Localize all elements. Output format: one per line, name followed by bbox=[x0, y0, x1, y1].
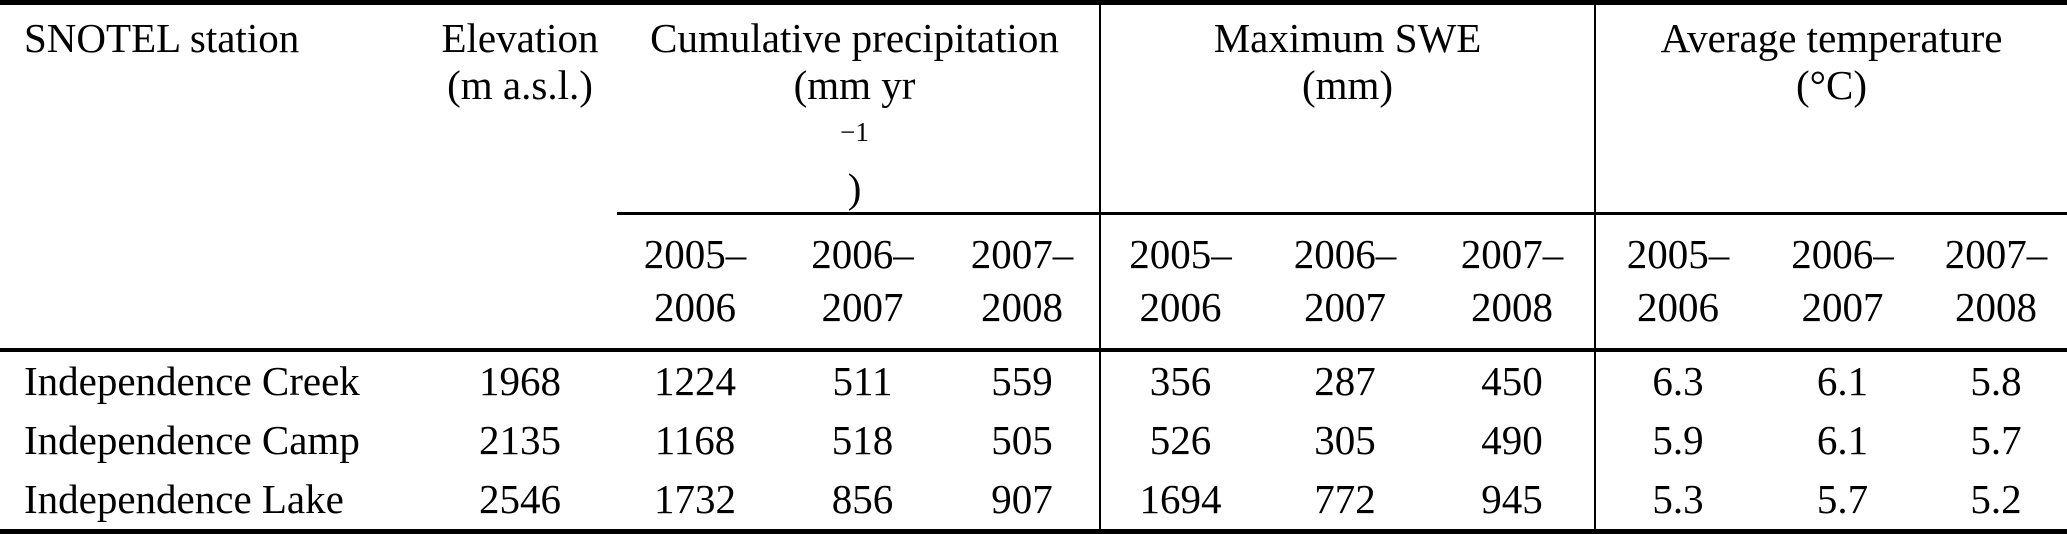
temp-value-cell: 5.9 bbox=[1594, 410, 1761, 470]
elevation-label: Elevation bbox=[441, 15, 599, 61]
year-header-swe-2007-2008: 2007– 2008 bbox=[1430, 214, 1596, 352]
swe-value-cell: 356 bbox=[1099, 349, 1261, 411]
precip-value-cell: 511 bbox=[832, 358, 893, 405]
column-header-elevation: Elevation (m a.s.l.) bbox=[430, 2, 610, 352]
precip-value-cell: 856 bbox=[831, 476, 894, 523]
table-row-independence-lake: Independence Lake 2546 1732 856 907 1694… bbox=[0, 469, 2067, 532]
swe-value-cell: 526 bbox=[1099, 410, 1261, 470]
swe-value-cell: 1694 bbox=[1099, 469, 1261, 532]
swe-value-cell: 287 bbox=[1314, 358, 1376, 405]
snotel-station-label: SNOTEL station bbox=[24, 15, 300, 61]
swe-value-cell: 490 bbox=[1481, 417, 1543, 464]
temp-value-cell: 5.3 bbox=[1594, 469, 1761, 532]
year-header-precip-2007-2008: 2007– 2008 bbox=[945, 214, 1101, 352]
year-header-temp-2005-2006: 2005– 2006 bbox=[1594, 214, 1761, 352]
temp-value-cell: 5.7 bbox=[1970, 417, 2022, 464]
precipitation-group-unit: (mm yr −1) bbox=[793, 62, 916, 211]
elevation-cell: 2546 bbox=[479, 476, 561, 523]
temp-value-cell: 5.7 bbox=[1816, 476, 1869, 523]
table-row-independence-camp: Independence Camp 2135 1168 518 505 526 … bbox=[0, 410, 2067, 470]
swe-value-cell: 945 bbox=[1481, 476, 1543, 523]
precip-value-cell: 559 bbox=[991, 358, 1053, 405]
table-row-independence-creek: Independence Creek 1968 1224 511 559 356… bbox=[0, 349, 2067, 411]
precip-value-cell: 1224 bbox=[654, 358, 736, 405]
precip-value-cell: 518 bbox=[831, 417, 894, 464]
precipitation-group-label: Cumulative precipitation bbox=[650, 15, 1059, 61]
group-underline-cell bbox=[610, 211, 2067, 215]
elevation-unit: (m a.s.l.) bbox=[447, 62, 593, 108]
precip-value-cell: 505 bbox=[991, 417, 1053, 464]
superscript-minus-one: −1 bbox=[840, 117, 869, 147]
column-header-snotel-station: SNOTEL station bbox=[0, 2, 430, 352]
swe-group-label: Maximum SWE bbox=[1213, 15, 1482, 61]
group-header-average-temperature: Average temperature (°C) bbox=[1594, 2, 2067, 212]
group-header-maximum-swe: Maximum SWE (mm) bbox=[1099, 2, 1596, 212]
year-header-temp-2006-2007: 2006– 2007 bbox=[1760, 214, 1926, 352]
year-header-temp-2007-2008: 2007– 2008 bbox=[1925, 214, 2067, 352]
temp-value-cell: 6.3 bbox=[1594, 349, 1761, 411]
temp-value-cell: 6.1 bbox=[1816, 358, 1869, 405]
precip-value-cell: 1168 bbox=[654, 417, 736, 464]
temperature-group-label: Average temperature bbox=[1660, 15, 2003, 61]
swe-group-unit: (mm) bbox=[1301, 62, 1394, 108]
temperature-group-unit: (°C) bbox=[1796, 62, 1868, 108]
year-header-row: 2005– 2006 2006– 2007 2007– 2008 2005– 2… bbox=[0, 214, 2067, 352]
group-header-row: SNOTEL station Elevation (m a.s.l.) Cumu… bbox=[0, 2, 2067, 352]
group-header-cumulative-precipitation: Cumulative precipitation (mm yr −1) bbox=[610, 3, 1100, 212]
elevation-cell: 1968 bbox=[479, 358, 561, 405]
temp-value-cell: 5.2 bbox=[1970, 476, 2022, 523]
year-header-precip-2006-2007: 2006– 2007 bbox=[780, 214, 945, 352]
station-name-cell: Independence Creek bbox=[24, 358, 360, 405]
station-name-cell: Independence Camp bbox=[24, 417, 360, 464]
temp-value-cell: 6.1 bbox=[1816, 417, 1869, 464]
swe-value-cell: 305 bbox=[1314, 417, 1376, 464]
year-header-swe-2006-2007: 2006– 2007 bbox=[1260, 214, 1431, 352]
precip-value-cell: 1732 bbox=[654, 476, 736, 523]
group-underline-rule bbox=[617, 211, 2067, 215]
swe-value-cell: 450 bbox=[1481, 358, 1543, 405]
temp-value-cell: 5.8 bbox=[1970, 358, 2022, 405]
elevation-cell: 2135 bbox=[479, 417, 561, 464]
swe-value-cell: 772 bbox=[1314, 476, 1376, 523]
precip-value-cell: 907 bbox=[991, 476, 1053, 523]
year-header-swe-2005-2006: 2005– 2006 bbox=[1099, 214, 1261, 352]
group-underline-row bbox=[0, 211, 2067, 215]
year-header-precip-2005-2006: 2005– 2006 bbox=[610, 214, 780, 352]
station-name-cell: Independence Lake bbox=[24, 476, 344, 523]
